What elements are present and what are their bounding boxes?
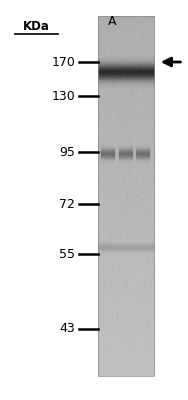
Text: 55: 55 (59, 248, 75, 260)
Text: 170: 170 (51, 56, 75, 68)
Text: 130: 130 (52, 90, 75, 102)
Text: 95: 95 (59, 146, 75, 158)
Text: KDa: KDa (23, 20, 50, 33)
Text: 72: 72 (59, 198, 75, 210)
Text: 43: 43 (59, 322, 75, 335)
Bar (98, 16, 154, 376)
Text: A: A (108, 15, 116, 28)
